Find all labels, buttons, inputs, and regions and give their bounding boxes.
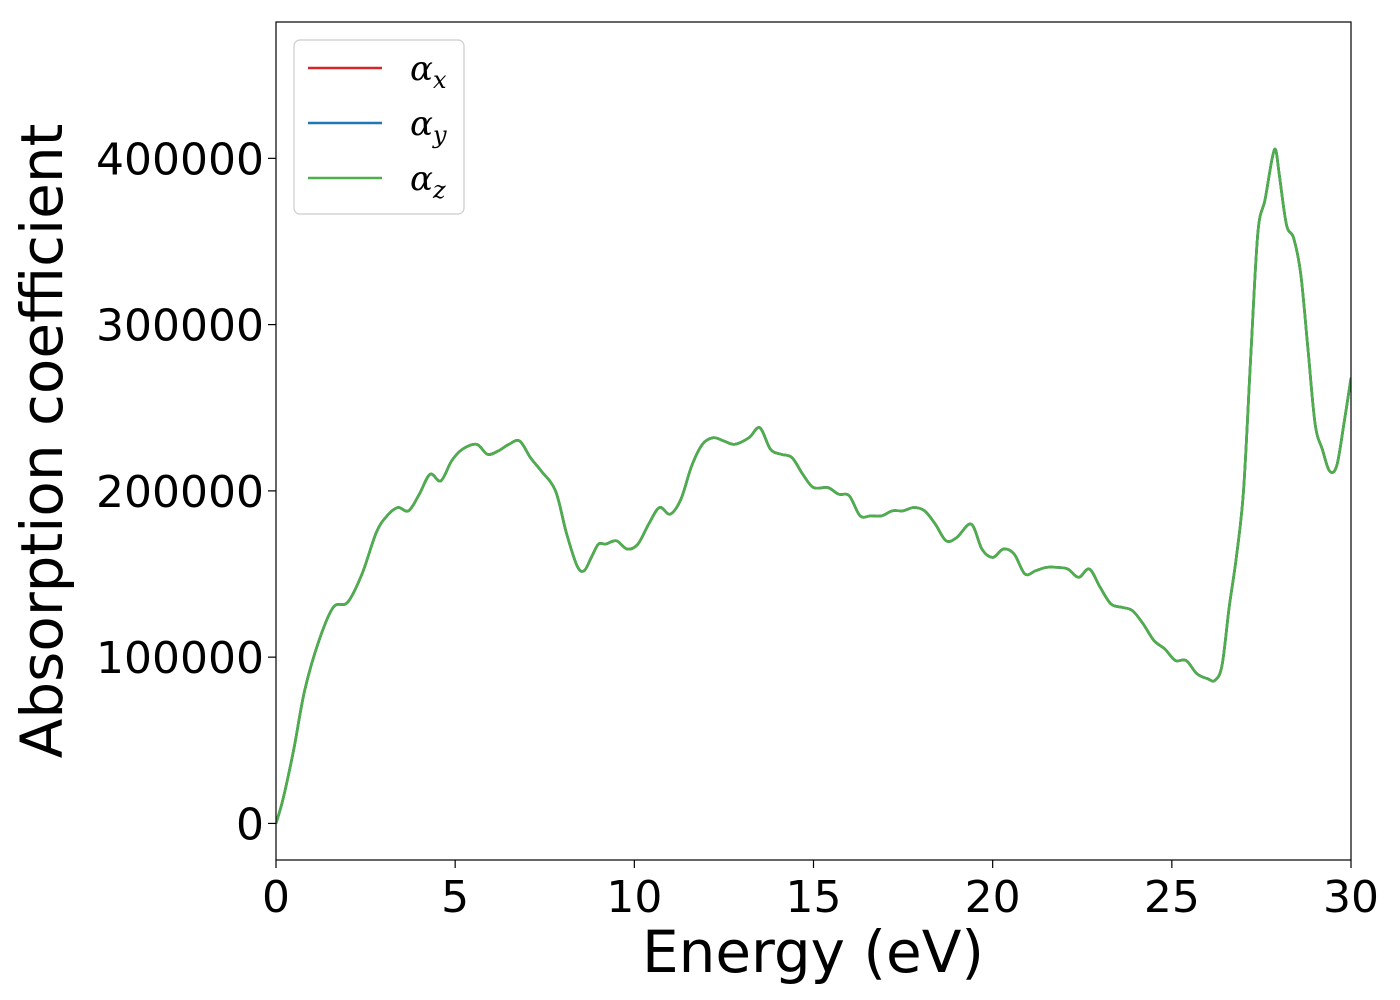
- legend-label-x: αx: [410, 49, 447, 94]
- legend: αx αy αz: [293, 39, 465, 215]
- x-tick-label: 10: [606, 872, 662, 923]
- x-tick-label: 15: [786, 872, 842, 923]
- x-tick-label: 0: [262, 872, 290, 923]
- y-tick-label: 200000: [96, 467, 264, 518]
- x-tick-label: 5: [441, 872, 469, 923]
- legend-box: [293, 39, 465, 215]
- y-axis: 0 100000 200000 300000 400000: [96, 134, 276, 850]
- y-tick-label: 100000: [96, 633, 264, 684]
- y-tick-label: 400000: [96, 134, 264, 185]
- x-tick-label: 20: [965, 872, 1021, 923]
- series-layer: [276, 147, 1351, 824]
- x-axis-label: Energy (eV): [642, 918, 984, 986]
- x-tick-label: 25: [1144, 872, 1200, 923]
- x-axis: 0 5 10 15 20 25 30: [262, 860, 1379, 923]
- y-tick-label: 300000: [96, 301, 264, 352]
- legend-label-z: αz: [410, 159, 446, 204]
- y-tick-label: 0: [236, 799, 264, 850]
- x-tick-label: 30: [1323, 872, 1379, 923]
- legend-label-y: αy: [410, 104, 447, 149]
- series-line-3: [276, 147, 1351, 824]
- y-axis-label: Absorption coefficient: [8, 124, 76, 759]
